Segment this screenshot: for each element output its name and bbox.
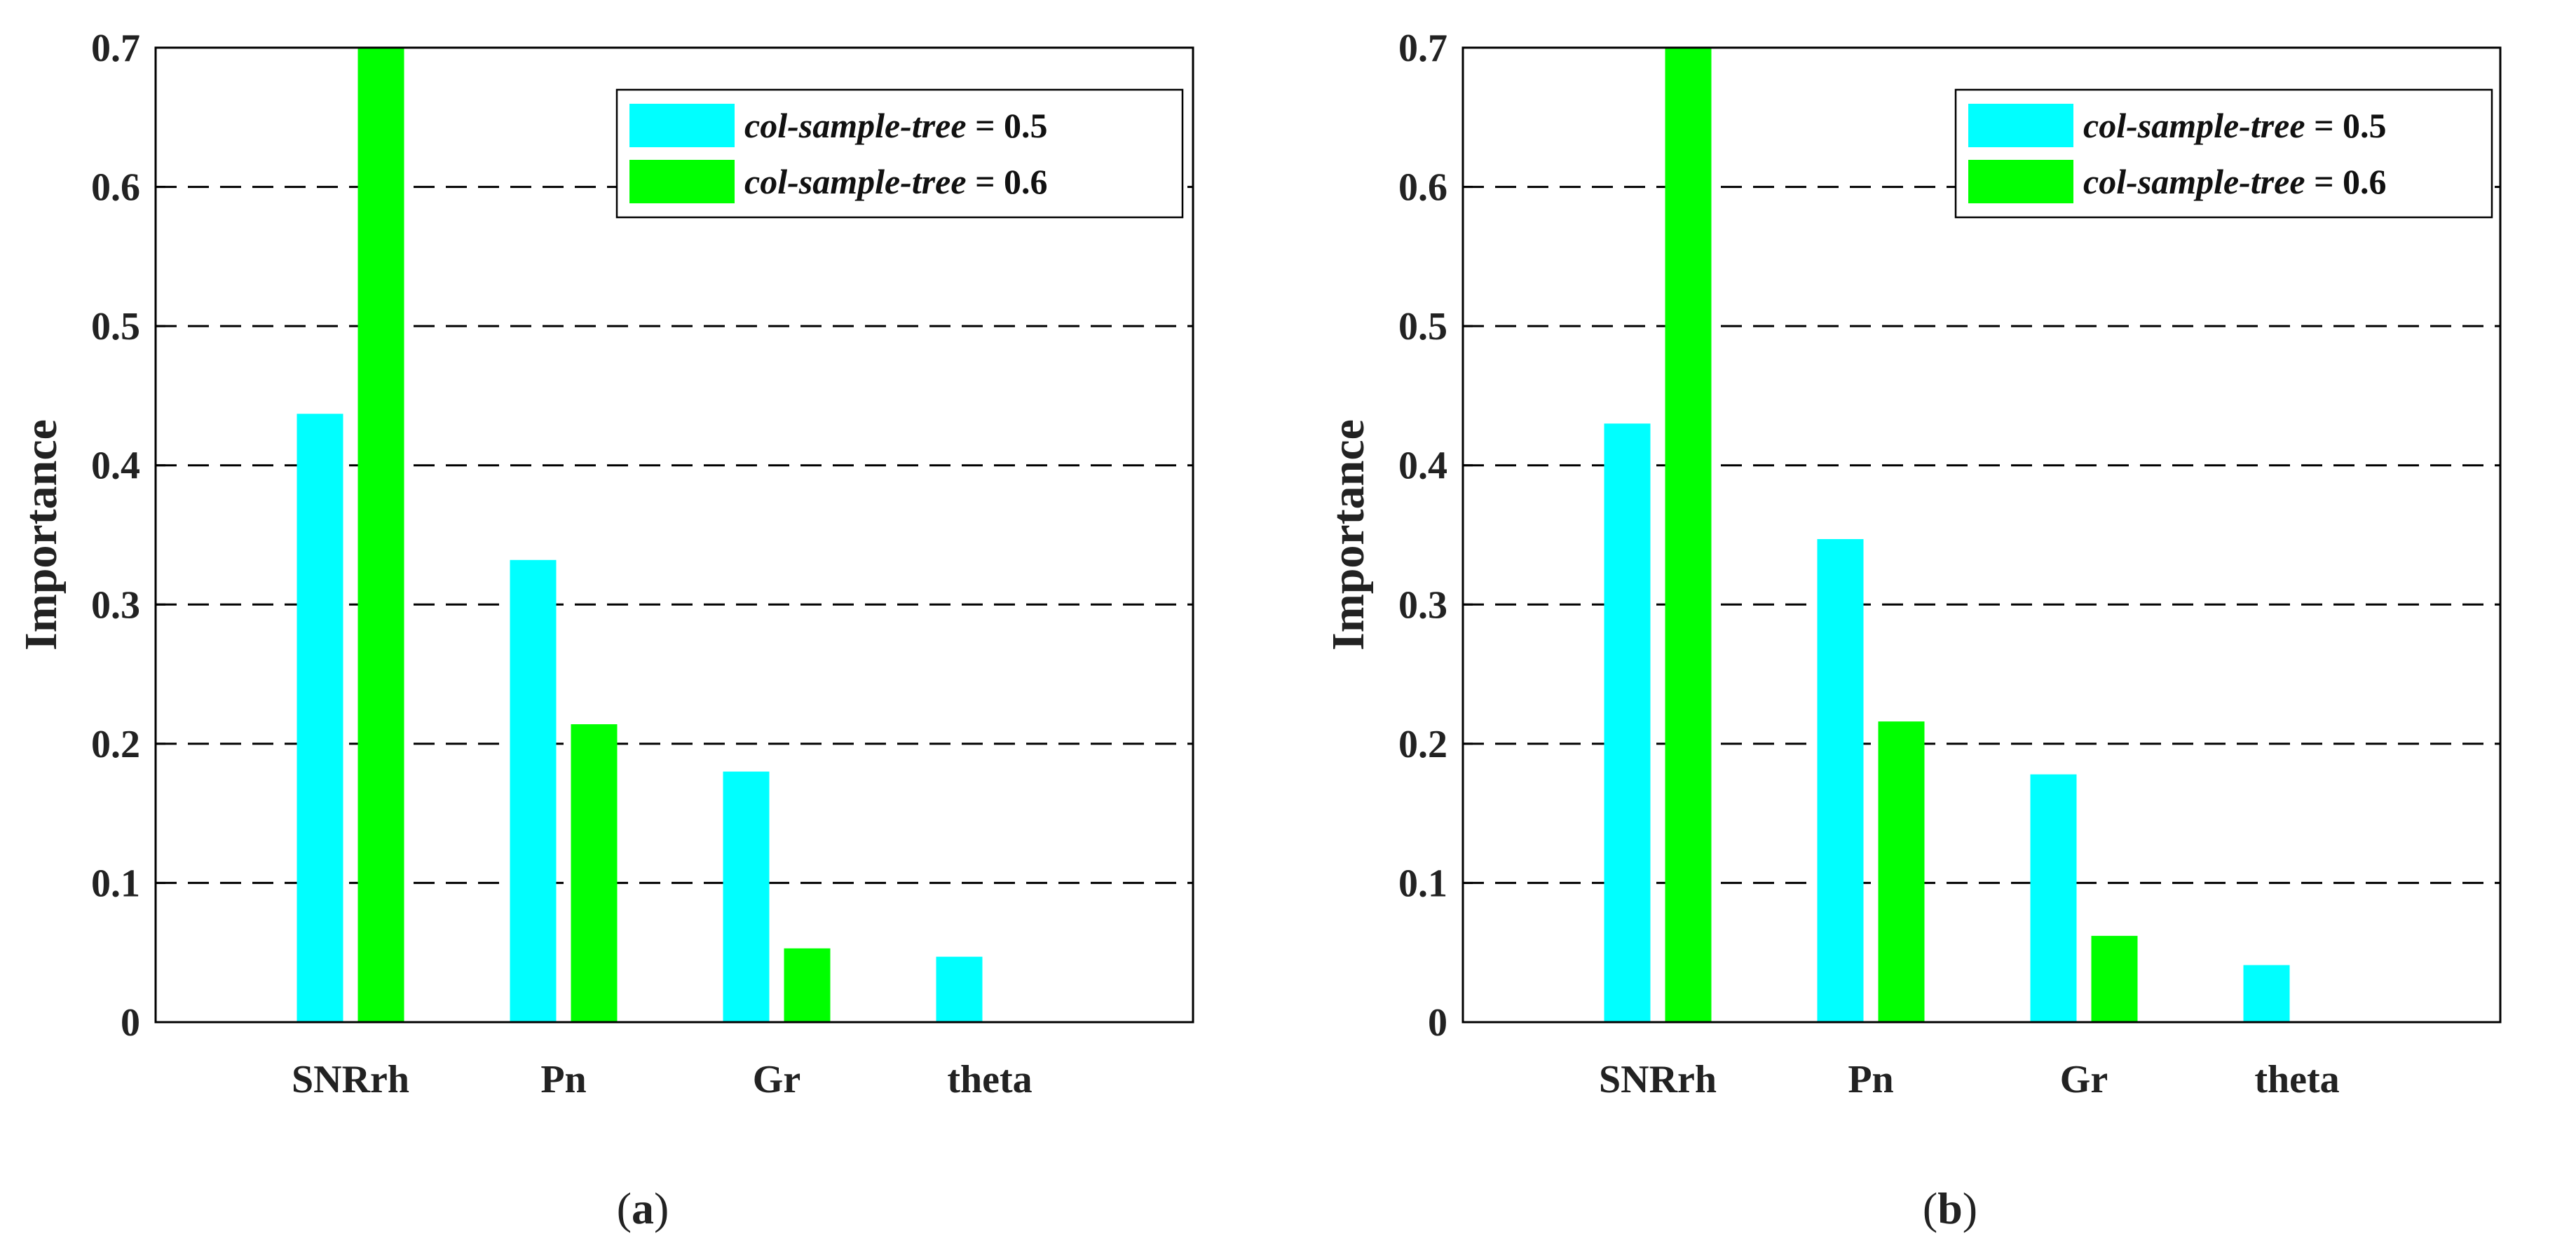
x-tick-label: Gr <box>753 1058 800 1101</box>
x-tick-label: theta <box>947 1058 1032 1101</box>
legend-label-value: = 0.6 <box>967 162 1048 201</box>
y-tick-label: 0.2 <box>1398 723 1447 766</box>
x-tick-label: theta <box>2254 1058 2339 1101</box>
bar-gr-series-1 <box>2030 774 2077 1022</box>
bar-snrrh-series-2 <box>1665 48 1712 1022</box>
caption-close: ) <box>1963 1183 1977 1233</box>
y-tick-label: 0.6 <box>91 166 140 210</box>
y-tick-label: 0.5 <box>91 305 140 348</box>
y-tick-label: 0.4 <box>91 444 140 488</box>
x-tick-label: SNRrh <box>292 1058 409 1101</box>
bar-pn-series-2 <box>571 724 618 1022</box>
legend-label-value: = 0.6 <box>2305 162 2387 201</box>
bar-snrrh-series-1 <box>297 414 343 1022</box>
legend-label: col-sample-tree = 0.6 <box>744 162 1048 201</box>
caption-letter: a <box>632 1183 654 1233</box>
y-tick-label: 0.3 <box>1398 583 1447 627</box>
y-tick-label: 0.4 <box>1398 444 1447 488</box>
legend-label-value: = 0.5 <box>2305 106 2387 145</box>
y-tick-label: 0 <box>121 1001 140 1045</box>
y-tick-label: 0 <box>1428 1001 1447 1045</box>
bar-chart-a: 0 0.1 0.2 0.3 0.4 0.5 0.6 0.7 SNRrh Pn Gr theta Impo… <box>15 27 1194 1233</box>
y-tick-label: 0.7 <box>1398 27 1447 70</box>
caption-letter: b <box>1937 1183 1963 1233</box>
x-tick-label: Pn <box>1848 1058 1893 1101</box>
legend-label-value: = 0.5 <box>967 106 1048 145</box>
bar-theta-series-1 <box>2243 965 2290 1022</box>
bar-pn-series-1 <box>510 559 557 1022</box>
y-tick-label: 0.5 <box>1398 305 1447 348</box>
y-tick-label: 0.7 <box>91 27 140 70</box>
caption-close: ) <box>654 1183 669 1233</box>
legend-label: col-sample-tree = 0.5 <box>2083 106 2387 145</box>
bar-chart-b: 0 0.1 0.2 0.3 0.4 0.5 0.6 0.7 SNRrh Pn Gr theta Impo… <box>1323 27 2502 1233</box>
y-axis-label: Importance <box>15 419 67 651</box>
x-tick-label: Pn <box>540 1058 586 1101</box>
x-tick-label: Gr <box>2060 1058 2108 1101</box>
caption-open: ( <box>1923 1183 1937 1233</box>
legend-swatch <box>629 160 735 203</box>
legend-label-italic: col-sample-tree <box>744 106 967 145</box>
bar-gr-series-2 <box>784 948 831 1022</box>
axes-frame <box>1461 46 2502 1024</box>
bar-gr-series-2 <box>2091 935 2138 1022</box>
bar-pn-series-1 <box>1817 538 1864 1022</box>
axes-frame <box>154 46 1194 1024</box>
caption-open: ( <box>617 1183 632 1233</box>
legend-label: col-sample-tree = 0.6 <box>2083 162 2387 201</box>
subfigure-caption: (b) <box>1923 1183 1977 1233</box>
bar-snrrh-series-1 <box>1604 423 1651 1022</box>
legend-label: col-sample-tree = 0.5 <box>744 106 1048 145</box>
bar-gr-series-1 <box>723 771 770 1022</box>
y-tick-label: 0.1 <box>91 862 140 905</box>
y-tick-label: 0.3 <box>91 583 140 627</box>
bar-snrrh-series-2 <box>357 48 404 1022</box>
legend-swatch <box>1968 160 2073 203</box>
legend-label-italic: col-sample-tree <box>744 162 967 201</box>
legend-swatch <box>1968 104 2073 147</box>
y-tick-label: 0.2 <box>91 723 140 766</box>
bar-theta-series-1 <box>936 956 983 1022</box>
legend-label-italic: col-sample-tree <box>2083 106 2305 145</box>
legend-label-italic: col-sample-tree <box>2083 162 2305 201</box>
x-tick-label: SNRrh <box>1599 1058 1717 1101</box>
subfigure-caption: (a) <box>617 1183 669 1233</box>
y-tick-label: 0.1 <box>1398 862 1447 905</box>
y-tick-label: 0.6 <box>1398 166 1447 210</box>
y-axis-label: Importance <box>1323 419 1374 651</box>
legend-swatch <box>629 104 735 147</box>
bar-pn-series-2 <box>1878 721 1925 1022</box>
